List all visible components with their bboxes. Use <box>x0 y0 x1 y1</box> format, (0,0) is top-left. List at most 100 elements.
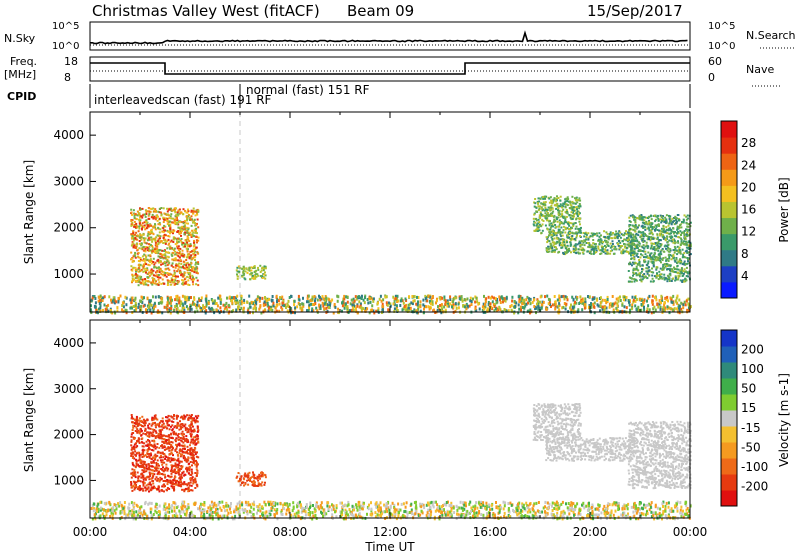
heatmap-cell <box>684 256 687 259</box>
heatmap-cell <box>101 512 104 516</box>
heatmap-cell <box>598 241 601 244</box>
heatmap-cell <box>559 231 561 234</box>
heatmap-cell <box>554 233 557 236</box>
colorbar-swatch <box>721 121 737 138</box>
heatmap-cell <box>166 307 169 311</box>
heatmap-cell <box>157 301 160 305</box>
heatmap-cell <box>570 222 573 225</box>
heatmap-cell <box>440 303 443 307</box>
heatmap-cell <box>672 238 674 241</box>
heatmap-cell <box>135 514 138 518</box>
heatmap-cell <box>670 239 673 242</box>
heatmap-cell <box>610 246 613 249</box>
heatmap-cell <box>205 304 208 308</box>
heatmap-cell <box>173 281 176 284</box>
heatmap-cell <box>642 250 645 253</box>
heatmap-cell <box>655 267 658 270</box>
heatmap-cell <box>360 309 363 313</box>
heatmap-cell <box>656 229 659 231</box>
heatmap-cell <box>553 237 556 240</box>
heatmap-cell <box>235 269 238 272</box>
heatmap-cell <box>579 217 582 220</box>
heatmap-cell <box>661 259 664 261</box>
heatmap-cell <box>397 299 400 303</box>
heatmap-cell <box>149 254 152 257</box>
heatmap-cell <box>166 272 169 274</box>
heatmap-cell <box>564 247 567 250</box>
heatmap-cell <box>529 510 532 514</box>
heatmap-cell <box>375 309 378 313</box>
heatmap-cell <box>366 307 369 311</box>
heatmap-cell <box>393 300 396 304</box>
heatmap-cell <box>133 501 136 505</box>
heatmap-cell <box>260 311 263 315</box>
heatmap-cell <box>258 299 261 303</box>
heatmap-cell <box>551 303 554 307</box>
heatmap-cell <box>582 241 585 244</box>
heatmap-cell <box>544 295 546 299</box>
heatmap-cell <box>679 508 682 512</box>
heatmap-cell <box>601 246 603 249</box>
heatmap-cell <box>257 274 260 277</box>
heatmap-cell <box>93 295 96 298</box>
heatmap-cell <box>491 295 493 299</box>
heatmap-cell <box>139 233 142 236</box>
heatmap-cell <box>137 252 140 254</box>
heatmap-cell <box>174 243 177 246</box>
heatmap-cell <box>269 308 272 312</box>
heatmap-cell <box>597 238 600 241</box>
heatmap-cell <box>657 223 660 226</box>
heatmap-cell <box>550 201 553 204</box>
heatmap-cell <box>648 221 651 224</box>
heatmap-cell <box>671 255 674 258</box>
heatmap-cell <box>166 218 169 221</box>
heatmap-cell <box>135 307 138 311</box>
heatmap-cell <box>266 304 269 308</box>
heatmap-cell <box>549 242 552 245</box>
heatmap-cell <box>633 268 636 271</box>
heatmap-cell <box>358 295 360 299</box>
heatmap-cell <box>487 303 490 307</box>
heatmap-cell <box>249 305 252 309</box>
heatmap-cell <box>642 226 645 229</box>
heatmap-cell <box>559 514 562 518</box>
heatmap-cell <box>319 298 322 302</box>
heatmap-cell <box>552 221 555 224</box>
heatmap-cell <box>583 232 586 235</box>
heatmap-cell <box>591 503 594 507</box>
heatmap-cell <box>156 219 159 222</box>
heatmap-cell <box>142 304 145 308</box>
heatmap-cell <box>545 217 548 220</box>
heatmap-cell <box>569 203 572 206</box>
heatmap-cell <box>588 243 591 246</box>
heatmap-cell <box>148 274 151 277</box>
heatmap-cell <box>642 216 645 219</box>
heatmap-cell <box>483 294 485 298</box>
heatmap-cell <box>345 295 348 299</box>
heatmap-cell <box>435 500 437 504</box>
heatmap-cell <box>167 256 170 259</box>
heatmap-cell <box>186 266 189 269</box>
heatmap-cell <box>148 264 151 267</box>
heatmap-cell <box>166 260 169 263</box>
heatmap-cell <box>679 252 682 255</box>
heatmap-cell <box>182 274 185 277</box>
heatmap-cell <box>254 299 257 303</box>
heatmap-cell <box>226 296 228 300</box>
heatmap-cell <box>633 280 636 283</box>
heatmap-cell <box>672 277 675 280</box>
heatmap-cell <box>616 302 619 306</box>
heatmap-cell <box>665 221 668 224</box>
heatmap-cell <box>584 240 587 243</box>
heatmap-cell <box>158 231 161 234</box>
heatmap-cell <box>657 257 660 260</box>
heatmap-cell <box>598 232 601 235</box>
heatmap-cell <box>173 247 176 250</box>
heatmap-cell <box>541 214 544 217</box>
heatmap-cell <box>658 254 661 257</box>
heatmap-cell <box>444 303 447 307</box>
heatmap-cell <box>164 253 167 256</box>
power-panel: 1000 2000 3000 4000 Slant Range [km] <box>22 111 692 315</box>
heatmap-cell <box>558 244 561 247</box>
heatmap-cell <box>670 229 673 232</box>
